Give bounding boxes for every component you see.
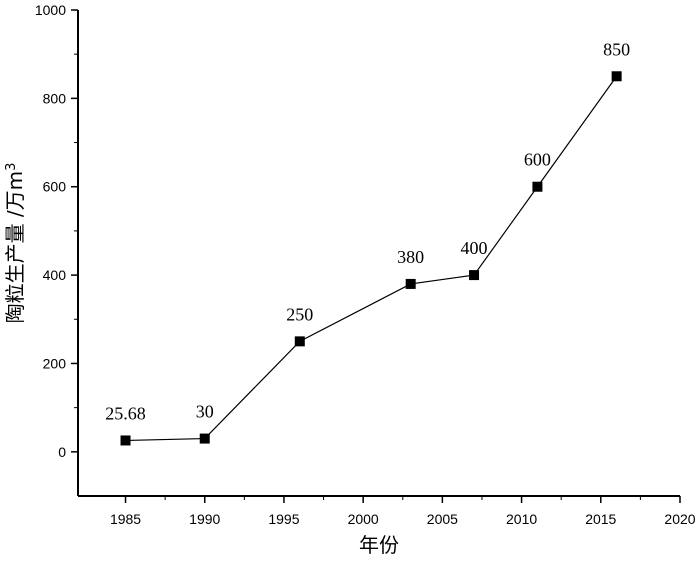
x-tick-label: 2000 <box>348 511 379 527</box>
x-tick-label: 1990 <box>189 511 220 527</box>
data-label: 250 <box>286 304 313 324</box>
x-tick-label: 2015 <box>585 511 616 527</box>
x-tick-label: 2005 <box>427 511 458 527</box>
x-tick-label: 1985 <box>110 511 141 527</box>
data-label: 600 <box>524 150 551 170</box>
y-axis-title-text: 陶粒生产量 /万m <box>3 171 27 324</box>
y-tick-label: 200 <box>43 355 67 371</box>
plot-area: 25.68 30 250 380 400 600 850 <box>105 39 630 446</box>
x-axis-title: 年份 <box>359 533 399 557</box>
y-axis-title: 陶粒生产量 /万m3 <box>3 163 27 324</box>
axes <box>77 10 680 497</box>
x-tick-label: 1995 <box>268 511 299 527</box>
x-ticks: 1985 1990 1995 2000 2005 2010 2015 2020 <box>110 496 696 527</box>
y-tick-label: 1000 <box>35 2 66 18</box>
data-label: 400 <box>461 238 488 258</box>
data-point-marker <box>611 71 622 82</box>
data-point-marker <box>405 278 416 289</box>
data-point-marker <box>469 270 480 281</box>
x-tick-label: 2020 <box>664 511 695 527</box>
y-ticks: 0 200 400 600 800 1000 <box>35 2 78 460</box>
data-label: 30 <box>196 402 214 422</box>
y-tick-label: 400 <box>43 267 67 283</box>
x-tick-label: 2010 <box>506 511 537 527</box>
series-line <box>125 75 618 442</box>
data-label: 850 <box>603 39 630 59</box>
data-point-marker <box>199 433 210 444</box>
y-axis-title-superscript: 3 <box>4 163 19 171</box>
y-tick-label: 600 <box>43 179 67 195</box>
data-point-marker <box>294 336 305 347</box>
y-tick-label: 800 <box>43 90 67 106</box>
data-point-marker <box>120 435 131 446</box>
y-tick-label: 0 <box>58 444 66 460</box>
data-label: 25.68 <box>105 403 146 423</box>
data-label: 380 <box>397 247 424 267</box>
data-point-marker <box>532 181 543 192</box>
